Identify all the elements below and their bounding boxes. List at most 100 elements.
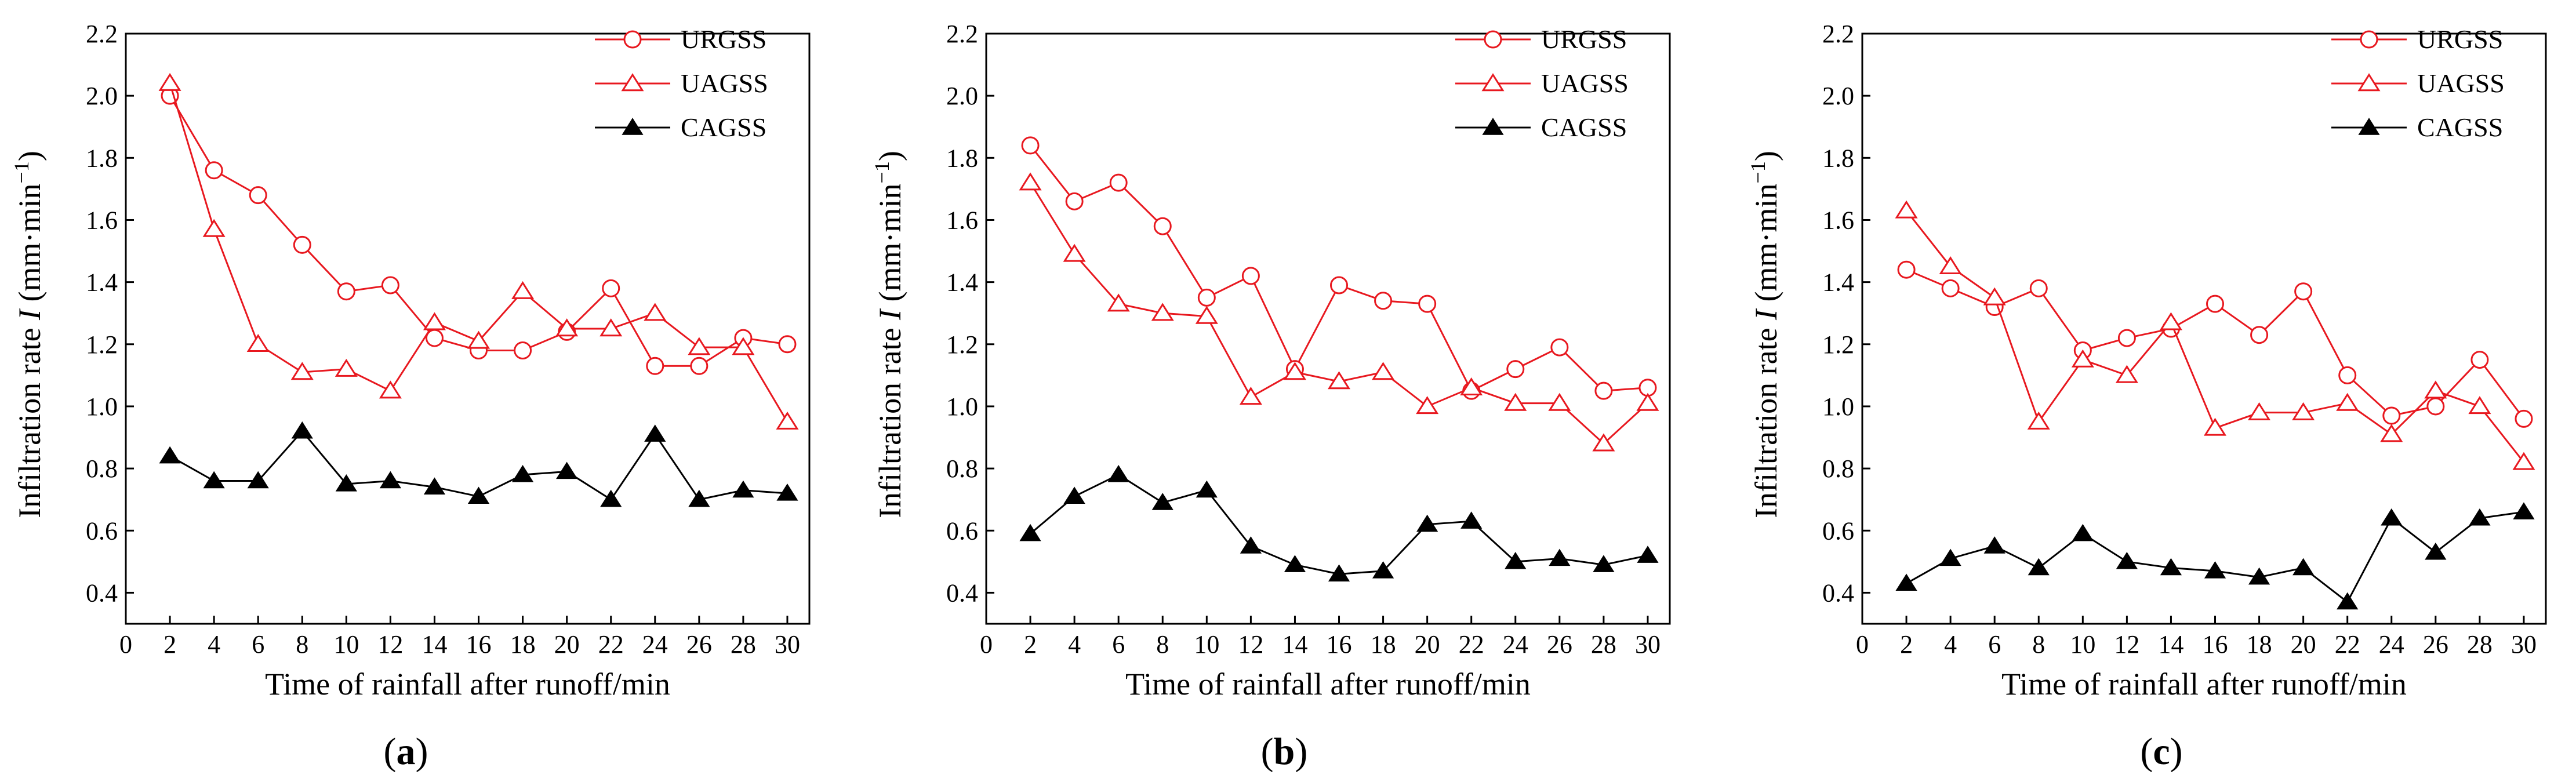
data-point-uagss <box>2380 424 2403 442</box>
x-tick-label: 10 <box>333 630 359 659</box>
data-point-cagss <box>1549 548 1571 566</box>
legend-entry: UAGSS <box>1455 68 1629 98</box>
x-tick-label: 8 <box>1156 630 1169 659</box>
x-tick-label: 28 <box>1591 630 1616 659</box>
data-point-uagss <box>2115 365 2138 383</box>
data-point-cagss <box>203 471 225 489</box>
data-point-cagss <box>159 446 181 464</box>
x-tick-label: 14 <box>422 630 447 659</box>
data-point-uagss <box>1151 303 1174 321</box>
data-point-urgss <box>778 335 797 354</box>
x-tick-label: 0 <box>1856 630 1869 659</box>
data-point-cagss <box>1637 546 1659 563</box>
y-tick-label: 1.4 <box>1822 268 1854 297</box>
legend-label: UAGSS <box>681 68 768 98</box>
data-point-urgss <box>1241 267 1260 285</box>
data-point-uagss <box>2336 392 2359 411</box>
data-point-uagss <box>1195 306 1218 324</box>
data-point-uagss <box>379 380 402 399</box>
x-tick-label: 0 <box>980 630 993 659</box>
data-point-cagss <box>776 483 798 501</box>
x-tick-label: 4 <box>208 630 220 659</box>
data-point-uagss <box>2204 417 2227 436</box>
chart-panel-b: 0 2 4 6 8 10 12 14 16 18 20 22 24 26 28 300.40.60.81.01… <box>870 20 1671 773</box>
y-axis-title-variable: I <box>873 308 907 321</box>
x-tick-label: 24 <box>1503 630 1528 659</box>
data-point-uagss <box>2468 396 2491 415</box>
data-point-cagss <box>1895 573 1917 591</box>
y-tick-label: 2.2 <box>86 20 118 48</box>
x-tick-label: 20 <box>1415 630 1440 659</box>
x-tick-label: 22 <box>1459 630 1484 659</box>
panel-caption: (a) <box>384 730 428 773</box>
data-point-cagss <box>556 461 578 479</box>
data-point-uagss <box>335 358 358 377</box>
data-point-cagss <box>2469 508 2491 526</box>
x-tick-label: 26 <box>2423 630 2448 659</box>
x-tick-label: 14 <box>1282 630 1307 659</box>
x-tick-label: 6 <box>1112 630 1125 659</box>
data-point-urgss <box>1197 288 1216 307</box>
data-point-urgss <box>249 186 267 205</box>
y-axis-title-close: ) <box>1749 151 1783 161</box>
y-tick-label: 0.4 <box>86 579 118 607</box>
data-point-cagss <box>2337 592 2359 610</box>
x-tick-label: 20 <box>2291 630 2316 659</box>
data-point-uagss <box>2292 402 2315 420</box>
data-point-uagss <box>467 330 491 349</box>
plot-frame <box>1861 32 2547 625</box>
caption-close-paren: ) <box>416 730 428 773</box>
y-tick-label: 1.0 <box>86 392 118 421</box>
x-tick-label: 2 <box>1024 630 1037 659</box>
x-tick-label: 20 <box>554 630 580 659</box>
data-point-cagss <box>2116 551 2138 569</box>
x-tick-label: 30 <box>775 630 800 659</box>
caption-open-paren: ( <box>384 730 397 773</box>
data-point-uagss <box>2027 411 2050 430</box>
x-tick-label: 4 <box>1068 630 1081 659</box>
data-point-uagss <box>2248 402 2271 420</box>
data-point-uagss <box>246 333 270 352</box>
y-tick-label: 0.6 <box>86 517 118 545</box>
data-point-cagss <box>1063 486 1085 504</box>
data-point-cagss <box>688 489 710 507</box>
data-point-cagss <box>1240 536 1262 554</box>
plot-frame <box>125 32 811 625</box>
x-tick-label: 10 <box>1194 630 1219 659</box>
data-point-cagss <box>2513 502 2535 519</box>
x-axis-title: Time of rainfall after runoff/min <box>2001 667 2407 701</box>
x-tick-label: 18 <box>2247 630 2272 659</box>
legend-entry: CAGSS <box>2331 112 2503 142</box>
legend-label: UAGSS <box>1541 68 1629 98</box>
x-tick-label: 4 <box>1944 630 1957 659</box>
data-point-uagss <box>1939 256 1962 275</box>
data-point-uagss <box>2424 380 2447 399</box>
data-point-uagss <box>1107 293 1130 312</box>
panel-caption: (c) <box>2140 730 2182 773</box>
data-point-cagss <box>379 471 401 489</box>
y-tick-label: 1.4 <box>946 268 978 297</box>
data-point-uagss <box>1983 287 2006 306</box>
data-point-urgss <box>381 276 399 295</box>
y-axis-title-exponent: −1 <box>10 161 33 183</box>
legend-marker <box>623 30 642 49</box>
legend-entry: CAGSS <box>1455 112 1627 142</box>
x-axis-title: Time of rainfall after runoff/min <box>265 667 670 701</box>
x-tick-label: 22 <box>2335 630 2360 659</box>
data-point-uagss <box>158 72 181 91</box>
data-point-uagss <box>202 219 226 237</box>
data-point-cagss <box>335 474 357 492</box>
data-point-cagss <box>423 477 446 495</box>
y-tick-label: 1.6 <box>946 206 978 234</box>
series-urgss <box>1897 260 2533 428</box>
series-urgss <box>1021 136 1657 400</box>
x-tick-label: 30 <box>1635 630 1661 659</box>
legend-entry: UAGSS <box>595 68 768 98</box>
x-tick-label: 16 <box>1327 630 1352 659</box>
y-axis-title: Infiltration rate I (mm·min−1) <box>1746 151 1783 518</box>
data-point-urgss <box>2206 295 2225 313</box>
data-point-uagss <box>1283 362 1306 380</box>
y-tick-label: 0.6 <box>946 517 978 545</box>
series-cagss <box>1019 464 1659 581</box>
x-tick-label: 2 <box>1900 630 1913 659</box>
